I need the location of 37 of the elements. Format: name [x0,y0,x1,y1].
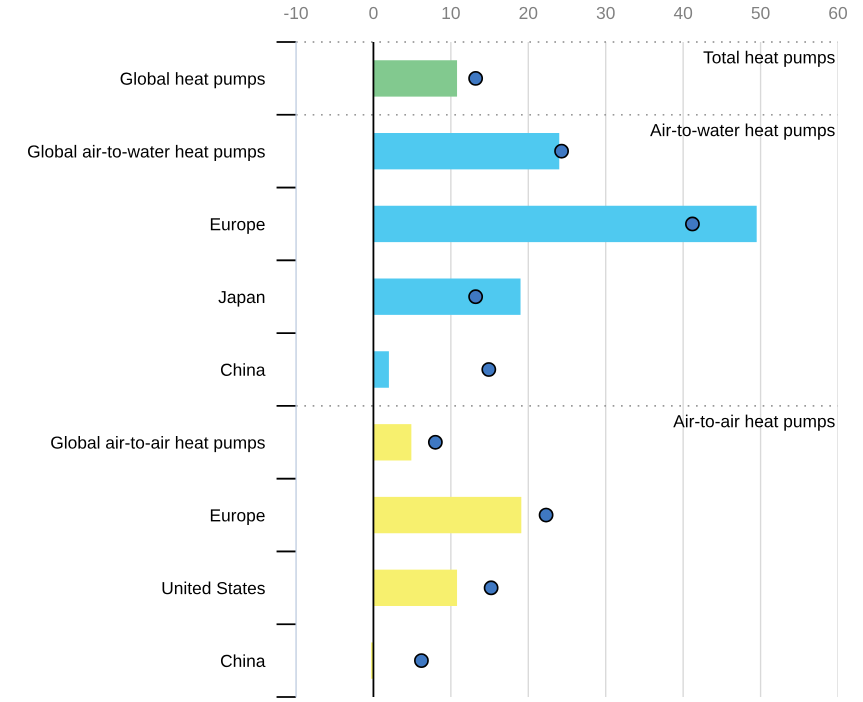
y-tick-label: Europe [210,509,265,525]
x-tick-label: 40 [674,6,692,20]
bar [373,351,389,388]
y-tick-label: Europe [210,218,265,234]
y-tick-label: Japan [218,291,264,307]
bar [373,206,757,242]
y-tick-label: China [220,654,266,668]
y-tick-label: Global air-to-air heat pumps [51,436,265,452]
bar [373,278,521,315]
y-tick-label: Global heat pumps [120,72,265,88]
point [481,362,496,377]
x-tick-label: -10 [284,6,308,20]
y-tick-label: United States [162,582,265,594]
point [554,144,570,159]
point [414,653,429,668]
x-tick-label: 30 [596,6,615,20]
y-tick-label: Global air-to-water heat pumps [28,144,265,162]
point [428,434,443,450]
x-tick-label: 60 [829,6,847,20]
point [468,70,484,86]
point [484,580,499,596]
annotation: Total heat pumps [703,50,835,67]
x-tick-label: 20 [520,6,538,20]
bar [373,570,458,606]
bar [373,60,458,97]
x-tick-label: 10 [442,6,460,20]
x-tick-label: 50 [752,6,770,20]
annotation: Air-to-water heat pumps [650,124,835,140]
point [685,216,700,232]
point [538,508,554,522]
bar [373,424,412,460]
bar [373,496,522,534]
y-tick-label: China [220,363,266,376]
annotation: Air-to-air heat pumps [673,414,835,431]
point [468,289,484,304]
x-tick-label: 0 [369,6,378,20]
bar [373,132,560,170]
